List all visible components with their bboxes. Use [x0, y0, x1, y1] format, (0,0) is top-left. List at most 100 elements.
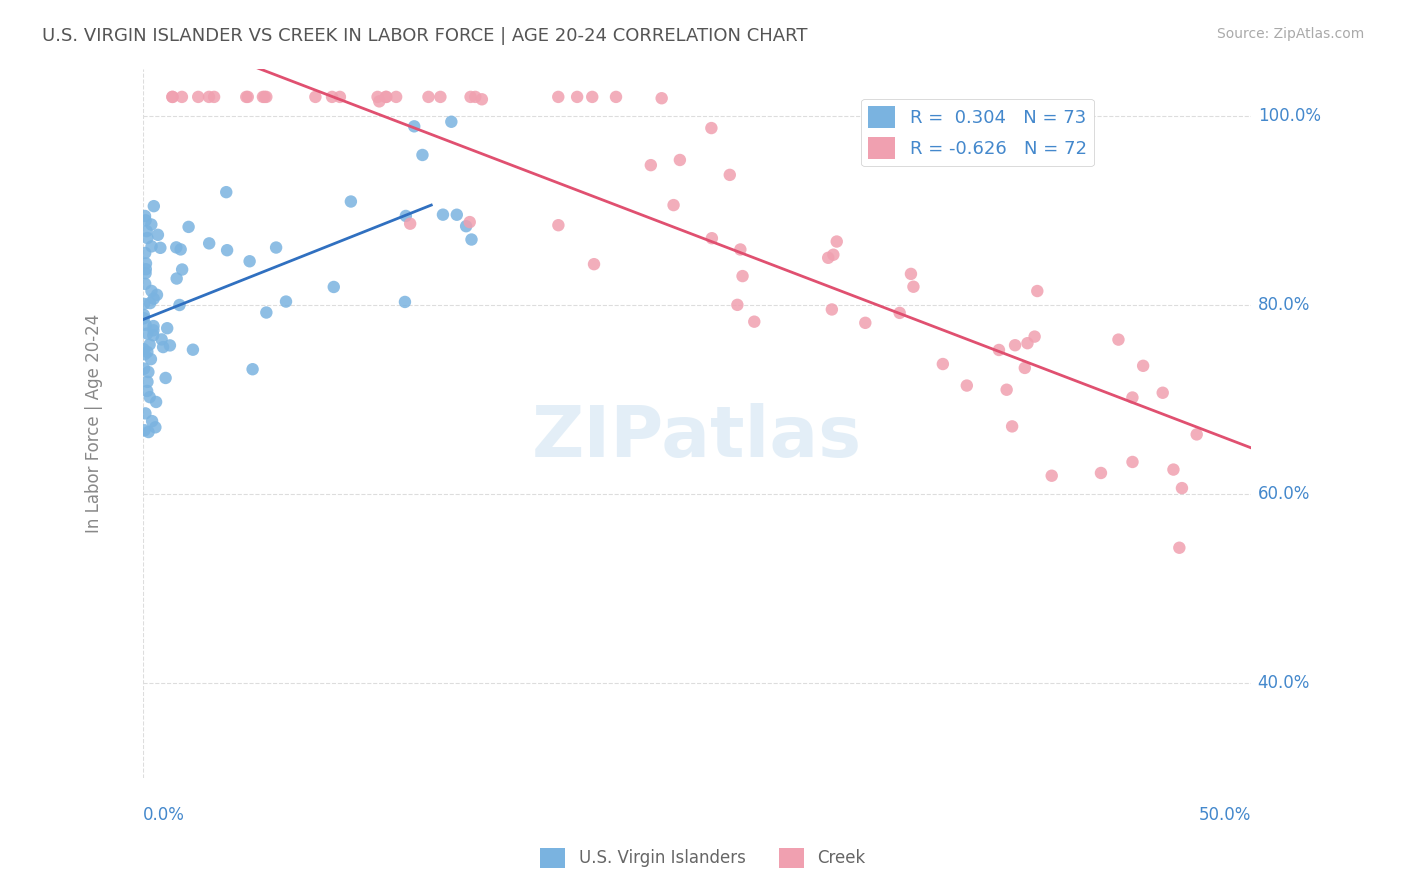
Point: [581, 90, 603, 104]
Point: [135, 262, 157, 277]
Point: [149, 241, 172, 255]
Text: 0.0%: 0.0%: [143, 806, 186, 824]
Point: [446, 208, 468, 222]
Point: [145, 395, 167, 409]
Point: [150, 332, 173, 346]
Point: [385, 90, 408, 104]
Point: [404, 120, 426, 134]
Point: [135, 318, 157, 332]
Point: [181, 343, 204, 357]
Text: 50.0%: 50.0%: [1198, 806, 1251, 824]
Point: [1121, 455, 1143, 469]
Point: [274, 294, 297, 309]
Point: [134, 406, 156, 420]
Point: [1001, 419, 1024, 434]
Text: 60.0%: 60.0%: [1258, 485, 1310, 503]
Point: [134, 209, 156, 223]
Point: [995, 383, 1018, 397]
Point: [367, 90, 389, 104]
Point: [742, 315, 765, 329]
Point: [135, 266, 157, 280]
Point: [166, 271, 188, 285]
Point: [142, 292, 165, 306]
Point: [135, 224, 157, 238]
Point: [547, 218, 569, 232]
Point: [135, 256, 157, 270]
Point: [725, 298, 748, 312]
Point: [853, 316, 876, 330]
Point: [700, 121, 723, 136]
Point: [155, 371, 177, 385]
Point: [817, 251, 839, 265]
Point: [141, 284, 163, 298]
Point: [460, 233, 482, 247]
Point: [134, 423, 156, 437]
Point: [198, 90, 221, 104]
Point: [1121, 391, 1143, 405]
Point: [139, 296, 162, 310]
Point: [146, 227, 169, 242]
Point: [132, 311, 155, 326]
Point: [162, 90, 184, 104]
Point: [187, 90, 209, 104]
Point: [1040, 468, 1063, 483]
Point: [253, 90, 276, 104]
Point: [142, 199, 165, 213]
Point: [264, 241, 287, 255]
Point: [823, 248, 845, 262]
Point: [252, 90, 274, 104]
Point: [464, 90, 486, 104]
Point: [142, 328, 165, 343]
Text: U.S. VIRGIN ISLANDER VS CREEK IN LABOR FORCE | AGE 20-24 CORRELATION CHART: U.S. VIRGIN ISLANDER VS CREEK IN LABOR F…: [42, 27, 807, 45]
Point: [565, 90, 588, 104]
Point: [141, 218, 163, 232]
Point: [138, 365, 160, 379]
Text: 100.0%: 100.0%: [1258, 107, 1320, 125]
Point: [399, 217, 422, 231]
Point: [156, 321, 179, 335]
Point: [368, 95, 391, 109]
Point: [1168, 541, 1191, 555]
Point: [177, 219, 200, 234]
Point: [134, 277, 156, 291]
Point: [142, 319, 165, 334]
Point: [304, 90, 326, 104]
Point: [460, 90, 482, 104]
Text: ZIPatlas: ZIPatlas: [531, 403, 862, 472]
Point: [605, 90, 627, 104]
Point: [135, 213, 157, 227]
Point: [141, 414, 163, 428]
Point: [152, 340, 174, 354]
Point: [138, 425, 160, 439]
Point: [700, 231, 723, 245]
Point: [1014, 360, 1036, 375]
Text: 80.0%: 80.0%: [1258, 296, 1310, 314]
Point: [162, 90, 184, 104]
Point: [215, 185, 238, 199]
Point: [132, 342, 155, 356]
Point: [374, 90, 396, 104]
Point: [170, 90, 193, 104]
Point: [1132, 359, 1154, 373]
Point: [1090, 466, 1112, 480]
Point: [582, 257, 605, 271]
Point: [132, 361, 155, 376]
Point: [932, 357, 955, 371]
Point: [132, 308, 155, 322]
Point: [1026, 284, 1049, 298]
Point: [987, 343, 1010, 357]
Point: [132, 297, 155, 311]
Point: [134, 347, 156, 361]
Point: [242, 362, 264, 376]
Point: [146, 287, 169, 301]
Point: [235, 90, 257, 104]
Point: [640, 158, 662, 172]
Point: [432, 208, 454, 222]
Point: [440, 115, 463, 129]
Point: [254, 305, 277, 319]
Point: [821, 302, 844, 317]
Point: [202, 90, 225, 104]
Point: [456, 219, 478, 234]
Point: [662, 198, 685, 212]
Point: [411, 148, 433, 162]
